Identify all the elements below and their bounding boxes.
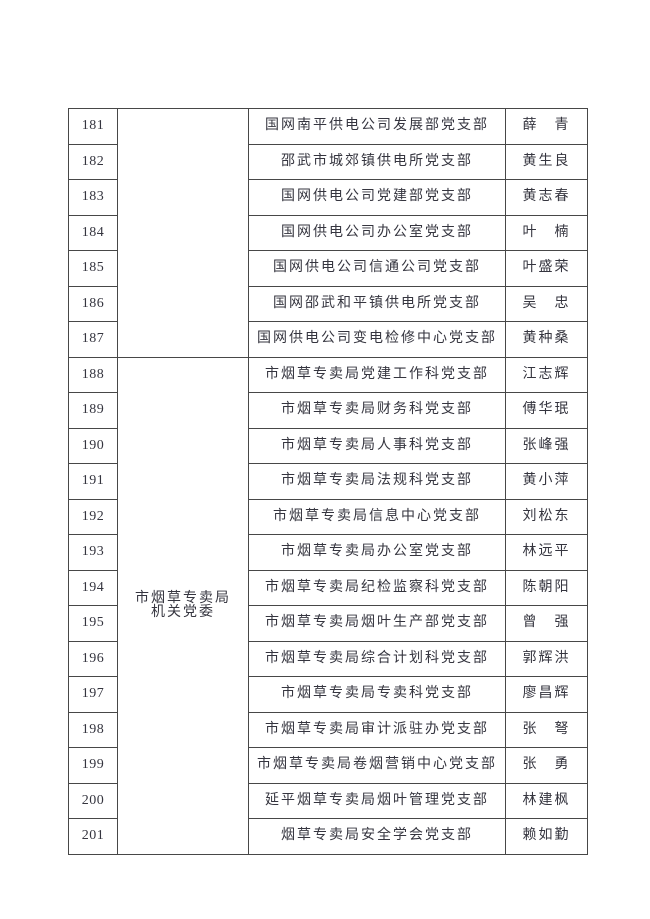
row-number-cell: 182	[68, 143, 118, 180]
secretary-cell: 薛 青	[505, 108, 588, 145]
secretary-cell: 郭辉洪	[505, 640, 588, 677]
table-row: 199 市烟草专卖局卷烟营销中心党支部张 勇	[68, 747, 588, 784]
secretary-cell: 黄生良	[505, 143, 588, 180]
organization-cell: 市烟草专卖局法规科党支部	[248, 463, 506, 500]
row-number-cell: 195	[68, 605, 118, 642]
organization-cell: 烟草专卖局安全学会党支部	[248, 818, 506, 855]
row-number-cell: 200	[68, 782, 118, 819]
organization-cell: 市烟草专卖局审计派驻办党支部	[248, 711, 506, 748]
secretary-cell: 赖如勤	[505, 818, 588, 855]
table-row: 185 国网供电公司信通公司党支部 叶盛荣	[68, 250, 588, 287]
organization-cell: 国网供电公司变电检修中心党支部	[248, 321, 506, 358]
secretary-cell: 傅华珉	[505, 392, 588, 429]
organization-cell: 邵武市城郊镇供电所党支部	[248, 143, 506, 180]
organization-cell: 市烟草专卖局综合计划科党支部	[248, 640, 506, 677]
roster-table: 181 国网南平供电公司发展部党支部薛 青 182 邵武市城郊镇供电所党支部 黄生良 18…	[68, 108, 588, 855]
committee-cell	[117, 108, 249, 358]
secretary-cell: 张峰强	[505, 427, 588, 464]
row-number-cell: 190	[68, 427, 118, 464]
table-row: 190 市烟草专卖局人事科党支部 张峰强	[68, 427, 588, 464]
secretary-cell: 黄志春	[505, 179, 588, 216]
secretary-cell: 林远平	[505, 534, 588, 571]
table-row: 191 市烟草专卖局法规科党支部 黄小萍	[68, 463, 588, 500]
secretary-cell: 黄种桑	[505, 321, 588, 358]
row-number-cell: 188	[68, 356, 118, 393]
table-row: 184 国网供电公司办公室党支部叶 楠	[68, 214, 588, 251]
organization-cell: 市烟草专卖局纪检监察科党支部	[248, 569, 506, 606]
secretary-cell: 江志辉	[505, 356, 588, 393]
secretary-cell: 曾 强	[505, 605, 588, 642]
secretary-cell: 陈朝阳	[505, 569, 588, 606]
organization-cell: 市烟草专卖局卷烟营销中心党支部	[248, 747, 506, 784]
row-number-cell: 186	[68, 285, 118, 322]
row-number-cell: 193	[68, 534, 118, 571]
row-number-cell: 184	[68, 214, 118, 251]
table-row: 197 市烟草专卖局专卖科党支部 廖昌辉	[68, 676, 588, 713]
row-number-cell: 192	[68, 498, 118, 535]
secretary-cell: 黄小萍	[505, 463, 588, 500]
committee-cell: 市烟草专卖局 机关党委	[117, 356, 249, 855]
table-row: 183 国网供电公司党建部党支部 黄志春	[68, 179, 588, 216]
table-row: 186 国网邵武和平镇供电所党支部吴 忠	[68, 285, 588, 322]
organization-cell: 市烟草专卖局办公室党支部	[248, 534, 506, 571]
organization-cell: 市烟草专卖局专卖科党支部	[248, 676, 506, 713]
secretary-cell: 吴 忠	[505, 285, 588, 322]
organization-cell: 市烟草专卖局财务科党支部	[248, 392, 506, 429]
table-row: 193 市烟草专卖局办公室党支部 林远平	[68, 534, 588, 571]
row-number-cell: 194	[68, 569, 118, 606]
secretary-cell: 张 弩	[505, 711, 588, 748]
table-row: 192 市烟草专卖局信息中心党支部 刘松东	[68, 498, 588, 535]
organization-cell: 国网南平供电公司发展部党支部	[248, 108, 506, 145]
organization-cell: 市烟草专卖局信息中心党支部	[248, 498, 506, 535]
secretary-cell: 林建枫	[505, 782, 588, 819]
organization-cell: 延平烟草专卖局烟叶管理党支部	[248, 782, 506, 819]
committee-line: 市烟草专卖局	[135, 590, 231, 606]
row-number-cell: 189	[68, 392, 118, 429]
row-number-cell: 187	[68, 321, 118, 358]
secretary-cell: 廖昌辉	[505, 676, 588, 713]
table-row: 201 烟草专卖局安全学会党支部 赖如勤	[68, 818, 588, 855]
secretary-cell: 张 勇	[505, 747, 588, 784]
organization-cell: 国网邵武和平镇供电所党支部	[248, 285, 506, 322]
secretary-cell: 叶盛荣	[505, 250, 588, 287]
secretary-cell: 叶 楠	[505, 214, 588, 251]
organization-cell: 国网供电公司信通公司党支部	[248, 250, 506, 287]
secretary-cell: 刘松东	[505, 498, 588, 535]
row-number-cell: 197	[68, 676, 118, 713]
table-row: 187 国网供电公司变电检修中心党支部 黄种桑	[68, 321, 588, 358]
row-number-cell: 191	[68, 463, 118, 500]
row-number-cell: 198	[68, 711, 118, 748]
roster-body: 181 国网南平供电公司发展部党支部薛 青 182 邵武市城郊镇供电所党支部 黄生良 18…	[68, 108, 588, 855]
table-row: 182 邵武市城郊镇供电所党支部 黄生良	[68, 143, 588, 180]
table-row: 188 市烟草专卖局 机关党委 市烟草专卖局党建工作科党支部 江志辉	[68, 356, 588, 855]
table-row: 195 市烟草专卖局烟叶生产部党支部曾 强	[68, 605, 588, 642]
row-number-cell: 196	[68, 640, 118, 677]
organization-cell: 国网供电公司办公室党支部	[248, 214, 506, 251]
organization-cell: 市烟草专卖局人事科党支部	[248, 427, 506, 464]
row-number-cell: 181	[68, 108, 118, 145]
committee-line: 机关党委	[151, 604, 215, 620]
row-number-cell: 201	[68, 818, 118, 855]
row-number-cell: 185	[68, 250, 118, 287]
table-row: 181 国网南平供电公司发展部党支部薛 青	[68, 108, 588, 358]
organization-cell: 市烟草专卖局烟叶生产部党支部	[248, 605, 506, 642]
row-number-cell: 199	[68, 747, 118, 784]
table-row: 189 市烟草专卖局财务科党支部 傅华珉	[68, 392, 588, 429]
row-number-cell: 183	[68, 179, 118, 216]
organization-cell: 市烟草专卖局党建工作科党支部	[248, 356, 506, 393]
table-row: 198 市烟草专卖局审计派驻办党支部张 弩	[68, 711, 588, 748]
organization-cell: 国网供电公司党建部党支部	[248, 179, 506, 216]
